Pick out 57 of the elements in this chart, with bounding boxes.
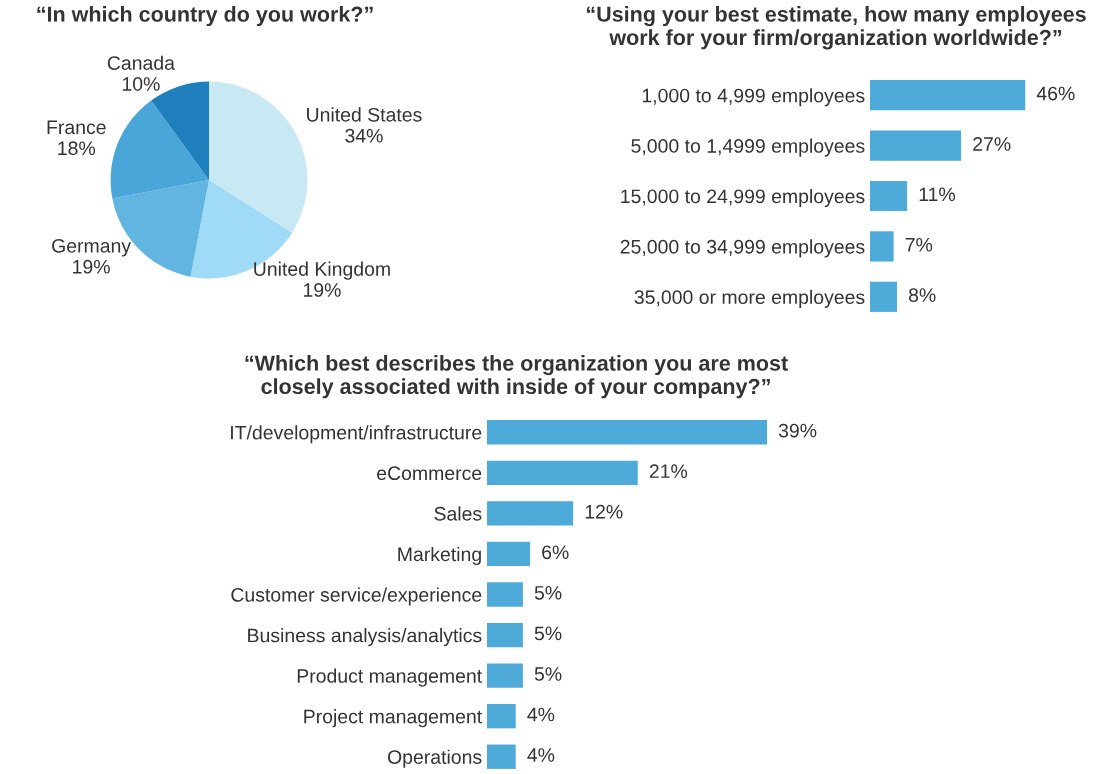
slice-label: United Kingdom xyxy=(254,261,390,280)
bar xyxy=(870,281,897,312)
chart-title: “In which country do you work?” xyxy=(37,6,373,27)
y-tick-label: 35,000 or more employees xyxy=(634,289,865,308)
data-label: 4% xyxy=(527,748,555,762)
y-tick-label: Sales xyxy=(434,506,482,521)
data-label: 7% xyxy=(905,237,933,252)
bar xyxy=(487,420,767,445)
bar xyxy=(487,622,523,648)
y-tick-label: 25,000 to 34,999 employees xyxy=(620,239,865,258)
data-label: 21% xyxy=(649,464,688,478)
data-label: 11% xyxy=(919,187,956,202)
bar xyxy=(487,582,523,607)
y-tick-label: Marketing xyxy=(398,546,481,566)
chart-title: “Which best describes the organization you are most closely associated with inside of your company?” xyxy=(245,355,788,399)
bar xyxy=(870,80,1026,111)
slice-label: France xyxy=(47,120,106,135)
bar xyxy=(487,501,574,526)
data-label: 18% xyxy=(58,141,96,156)
y-tick-label: IT/development/infrastructure xyxy=(231,425,482,444)
data-label: 8% xyxy=(908,288,936,303)
data-label: 5% xyxy=(534,626,562,641)
data-label: 19% xyxy=(303,283,341,297)
data-label: 6% xyxy=(542,545,569,560)
y-tick-label: Project management xyxy=(304,709,483,728)
bar xyxy=(487,744,516,769)
y-tick-label: Business analysis/analytics xyxy=(248,628,482,647)
bar xyxy=(870,180,908,212)
y-tick-label: Product management xyxy=(297,668,483,687)
data-label: 10% xyxy=(122,77,160,91)
bar xyxy=(487,704,516,729)
y-tick-label: eCommerce xyxy=(377,466,482,481)
data-label: 46% xyxy=(1036,86,1075,101)
bar xyxy=(487,541,531,567)
chart-title: “Using your best estimate, how many employees work for your firm/organization worldwide?” xyxy=(586,6,1086,50)
data-label: 4% xyxy=(527,707,555,722)
slice-label: Canada xyxy=(107,55,175,70)
pie-slice xyxy=(209,81,308,233)
data-label: 5% xyxy=(534,667,562,681)
data-label: 27% xyxy=(973,137,1011,151)
pie-slice xyxy=(110,100,209,199)
y-tick-label: Operations xyxy=(387,749,482,768)
slice-label: United States xyxy=(307,107,422,122)
data-label: 34% xyxy=(345,128,383,143)
y-tick-label: Customer service/experience xyxy=(231,587,482,606)
bar xyxy=(870,231,894,262)
y-tick-label: 5,000 to 1,4999 employees xyxy=(631,138,865,157)
data-label: 12% xyxy=(585,504,623,519)
bar xyxy=(487,663,523,688)
data-label: 39% xyxy=(778,423,817,438)
y-tick-label: 15,000 to 24,999 employees xyxy=(621,188,865,208)
bar xyxy=(487,460,638,485)
bar xyxy=(870,130,962,161)
slice-label: Germany xyxy=(52,238,132,257)
data-label: 5% xyxy=(534,586,562,600)
data-label: 19% xyxy=(73,259,110,274)
y-tick-label: 1,000 to 4,999 employees xyxy=(642,88,865,107)
